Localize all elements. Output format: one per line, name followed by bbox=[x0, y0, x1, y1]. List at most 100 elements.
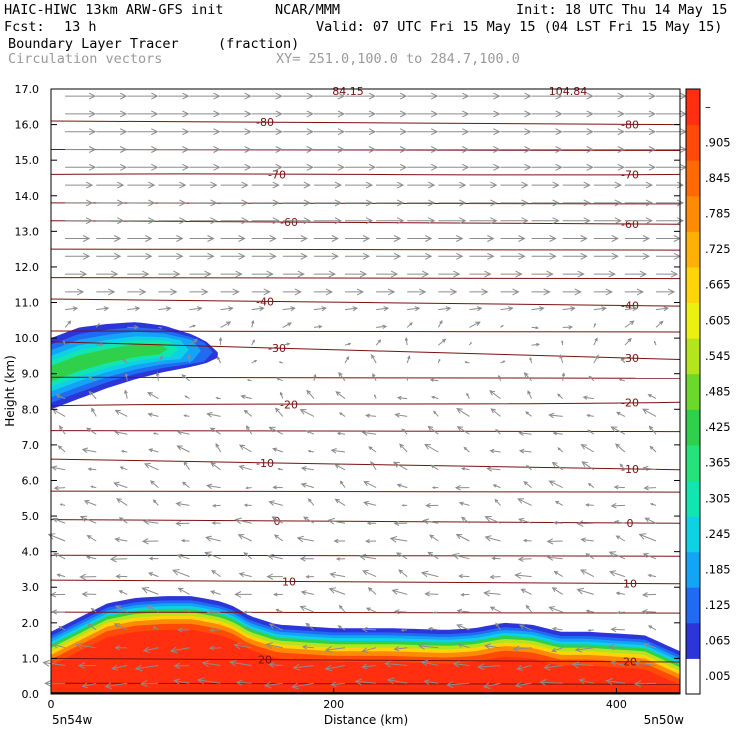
wind-vector bbox=[609, 570, 626, 578]
wind-vector bbox=[656, 110, 688, 118]
y-tick-label: 15.0 bbox=[15, 154, 40, 167]
wind-vector bbox=[531, 326, 539, 330]
y-tick-label: 17.0 bbox=[15, 83, 40, 96]
wind-vector bbox=[500, 252, 526, 260]
contour-line-5 bbox=[50, 401, 681, 407]
wind-vector bbox=[396, 483, 408, 489]
wind-vector bbox=[65, 288, 85, 296]
colorbar-label: .365 bbox=[705, 456, 731, 470]
contour-label-left-9: 20 bbox=[258, 654, 272, 667]
colorbar-swatch bbox=[686, 658, 700, 695]
colorbar-swatch bbox=[686, 622, 700, 659]
wind-vector bbox=[531, 181, 560, 189]
wind-vector bbox=[393, 609, 408, 615]
wind-vector bbox=[183, 460, 190, 471]
colorbar-swatch bbox=[686, 160, 700, 197]
wind-vector bbox=[618, 378, 626, 382]
wind-vector bbox=[489, 606, 501, 613]
field-units: (fraction) bbox=[218, 36, 300, 52]
wind-vector bbox=[523, 372, 532, 382]
x-axis-label: Distance (km) bbox=[324, 713, 408, 727]
wind-vector bbox=[466, 392, 470, 399]
contour-label-left-2: -60 bbox=[280, 216, 298, 229]
wind-vector bbox=[433, 410, 439, 417]
wind-vector bbox=[124, 372, 129, 381]
wind-vector bbox=[90, 485, 97, 489]
wind-vector bbox=[215, 442, 222, 453]
wind-vector bbox=[96, 217, 125, 225]
wind-vector bbox=[539, 679, 563, 686]
wind-vector bbox=[172, 569, 190, 578]
wind-vector bbox=[209, 627, 221, 633]
x-tick-label: 0 bbox=[48, 698, 55, 711]
wind-vector bbox=[220, 181, 249, 189]
wind-vector bbox=[438, 270, 461, 278]
wind-vector bbox=[582, 395, 594, 400]
wind-vector bbox=[268, 623, 283, 631]
wind-vector bbox=[120, 450, 128, 453]
y-tick-label: 14.0 bbox=[15, 190, 40, 203]
colorbar-swatch bbox=[686, 587, 700, 624]
wind-vector bbox=[177, 627, 190, 633]
wind-vector bbox=[113, 481, 128, 489]
wind-vector bbox=[143, 463, 159, 471]
wind-vector bbox=[391, 588, 408, 595]
wind-vector bbox=[210, 590, 221, 595]
wind-vector bbox=[395, 552, 408, 560]
wind-vector bbox=[86, 535, 97, 542]
y-tick-label: 0.0 bbox=[22, 688, 40, 701]
wind-vector bbox=[562, 252, 588, 260]
wind-vector bbox=[158, 217, 187, 225]
wind-vector bbox=[337, 625, 346, 631]
wind-vector bbox=[127, 252, 153, 260]
wind-vector bbox=[228, 659, 252, 667]
wind-vector bbox=[142, 646, 159, 653]
colorbar-label: .245 bbox=[705, 527, 731, 541]
wind-vector bbox=[562, 110, 594, 118]
wind-vector bbox=[548, 412, 563, 419]
wind-vector bbox=[204, 551, 221, 560]
wind-vector bbox=[525, 604, 532, 613]
wind-vector bbox=[181, 374, 190, 382]
y-tick-label: 9.0 bbox=[22, 368, 40, 381]
wind-vector bbox=[234, 517, 252, 525]
wind-vector bbox=[127, 324, 139, 330]
wind-vector bbox=[282, 110, 314, 118]
wind-vector bbox=[371, 354, 377, 364]
wind-vector bbox=[425, 502, 439, 509]
wind-vector bbox=[656, 181, 685, 189]
wind-vector bbox=[282, 199, 311, 207]
wind-vector bbox=[427, 425, 439, 435]
wind-vector bbox=[251, 217, 280, 225]
wind-vector bbox=[624, 181, 654, 189]
wind-vector bbox=[345, 199, 374, 207]
wind-vector bbox=[624, 199, 654, 207]
wind-vector bbox=[96, 163, 128, 171]
wind-vector bbox=[282, 342, 291, 346]
y-tick-label: 12.0 bbox=[15, 261, 40, 274]
colorbar-swatch bbox=[686, 89, 700, 126]
wind-vector bbox=[429, 378, 439, 382]
wind-vector bbox=[345, 217, 374, 225]
wind-vector bbox=[649, 503, 657, 506]
wind-vector bbox=[345, 288, 365, 296]
wind-vector bbox=[175, 520, 190, 527]
wind-vector bbox=[328, 587, 346, 595]
wind-vector bbox=[53, 552, 66, 560]
wind-vector bbox=[518, 448, 532, 454]
wind-vector bbox=[531, 306, 545, 312]
wind-vector bbox=[525, 465, 532, 471]
y-axis-label: Height (km) bbox=[3, 355, 17, 426]
wind-vector bbox=[641, 608, 657, 615]
colorbar-frame bbox=[685, 88, 701, 695]
wind-vector bbox=[96, 235, 122, 242]
wind-vector bbox=[238, 572, 252, 578]
wind-vector bbox=[338, 371, 346, 382]
wind-vector bbox=[593, 354, 599, 364]
wind-vector bbox=[313, 325, 323, 329]
wind-vector bbox=[482, 682, 501, 689]
wind-vector bbox=[301, 644, 314, 650]
wind-vector bbox=[220, 270, 243, 278]
wind-vector bbox=[392, 461, 408, 471]
wind-vector bbox=[345, 252, 371, 260]
